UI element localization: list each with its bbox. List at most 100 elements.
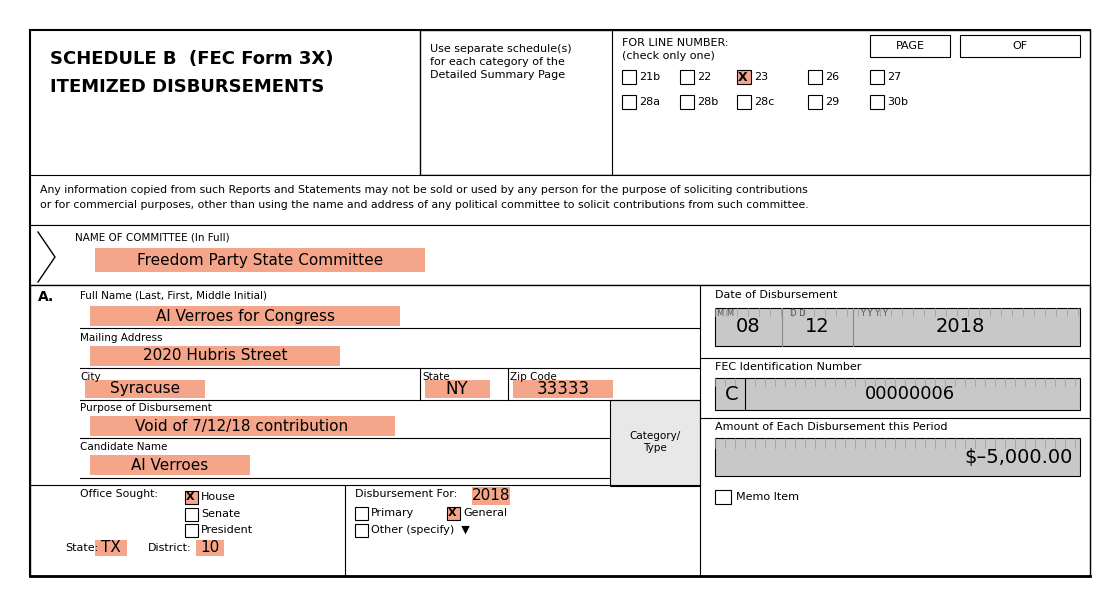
Bar (715, 308, 1080, 346)
Text: 29: 29 (825, 97, 839, 107)
Text: SCHEDULE B  (FEC Form 3X): SCHEDULE B (FEC Form 3X) (50, 50, 334, 68)
Text: Y Y Y Y: Y Y Y Y (860, 309, 888, 318)
Text: Zip Code: Zip Code (510, 372, 557, 382)
Text: Full Name (Last, First, Middle Initial): Full Name (Last, First, Middle Initial) (80, 290, 267, 300)
Text: TX: TX (101, 541, 121, 556)
Bar (30, 225, 1090, 285)
Text: Office Sought:: Office Sought: (80, 489, 158, 499)
Text: FOR LINE NUMBER:: FOR LINE NUMBER: (622, 38, 728, 48)
Bar (95, 540, 127, 556)
Text: State:: State: (65, 543, 99, 553)
Bar (870, 95, 884, 109)
Bar (808, 95, 822, 109)
Text: 08: 08 (736, 318, 760, 336)
Text: Al Verroes for Congress: Al Verroes for Congress (156, 308, 335, 324)
Bar (185, 508, 198, 521)
Text: Use separate schedule(s): Use separate schedule(s) (430, 44, 571, 54)
Bar (420, 30, 1090, 175)
Text: Freedom Party State Committee: Freedom Party State Committee (137, 253, 383, 267)
Bar (680, 95, 694, 109)
Text: OF: OF (1012, 41, 1027, 51)
Text: House: House (200, 492, 236, 502)
Text: Category/: Category/ (629, 431, 681, 441)
Bar (715, 438, 1080, 476)
Text: Purpose of Disbursement: Purpose of Disbursement (80, 403, 212, 413)
Text: D D: D D (790, 309, 805, 318)
Text: PAGE: PAGE (896, 41, 924, 51)
Text: 00000006: 00000006 (865, 385, 955, 403)
Text: $–5,000.00: $–5,000.00 (964, 447, 1073, 467)
Text: 12: 12 (804, 318, 830, 336)
Bar (90, 455, 250, 475)
Text: NY: NY (446, 380, 468, 398)
Bar (870, 70, 884, 84)
Text: General: General (463, 508, 507, 518)
Text: X: X (738, 71, 748, 84)
Bar (447, 507, 460, 520)
Text: President: President (200, 525, 253, 535)
Bar (610, 400, 700, 486)
Text: 2018: 2018 (472, 488, 511, 504)
Bar (715, 378, 1080, 410)
Text: Senate: Senate (200, 509, 241, 519)
Text: 2018: 2018 (935, 318, 984, 336)
Text: Other (specify)  ▼: Other (specify) ▼ (371, 525, 469, 535)
Bar (680, 70, 694, 84)
Text: 22: 22 (697, 72, 711, 82)
Text: Any information copied from such Reports and Statements may not be sold or used : Any information copied from such Reports… (40, 185, 808, 195)
Bar (960, 35, 1080, 57)
Text: City: City (80, 372, 101, 382)
Text: Al Verroes: Al Verroes (131, 458, 208, 473)
Text: 10: 10 (200, 541, 220, 556)
Bar (90, 416, 395, 436)
Text: X: X (186, 492, 195, 502)
Text: Detailed Summary Page: Detailed Summary Page (430, 70, 566, 80)
Bar (185, 491, 198, 504)
Bar (95, 248, 424, 272)
Text: Candidate Name: Candidate Name (80, 442, 167, 452)
Bar (808, 70, 822, 84)
Bar (85, 380, 205, 398)
Text: NAME OF COMMITTEE (In Full): NAME OF COMMITTEE (In Full) (75, 232, 230, 242)
Text: Disbursement For:: Disbursement For: (355, 489, 457, 499)
Text: for each category of the: for each category of the (430, 57, 564, 67)
Text: M M: M M (717, 309, 734, 318)
Text: 28a: 28a (640, 97, 660, 107)
Text: 23: 23 (754, 72, 768, 82)
Bar (737, 70, 752, 84)
Bar (355, 507, 368, 520)
Bar (90, 346, 340, 366)
Bar (355, 524, 368, 537)
Text: Mailing Address: Mailing Address (80, 333, 162, 343)
Text: State: State (422, 372, 449, 382)
Text: ITEMIZED DISBURSEMENTS: ITEMIZED DISBURSEMENTS (50, 78, 325, 96)
Text: 21b: 21b (640, 72, 660, 82)
Text: (check only one): (check only one) (622, 51, 715, 61)
Text: Amount of Each Disbursement this Period: Amount of Each Disbursement this Period (715, 422, 948, 432)
Text: C: C (725, 384, 738, 404)
Text: or for commercial purposes, other than using the name and address of any politic: or for commercial purposes, other than u… (40, 200, 809, 210)
Bar (424, 380, 491, 398)
Bar (715, 490, 731, 504)
Text: District:: District: (148, 543, 192, 553)
Bar (737, 95, 752, 109)
Bar (90, 306, 400, 326)
Text: 26: 26 (825, 72, 839, 82)
Text: 33333: 33333 (536, 380, 589, 398)
Text: Type: Type (643, 443, 666, 453)
Text: Void of 7/12/18 contribution: Void of 7/12/18 contribution (136, 419, 348, 433)
Text: 28c: 28c (754, 97, 774, 107)
Bar (185, 524, 198, 537)
Bar (30, 285, 1090, 576)
Text: 27: 27 (887, 72, 902, 82)
Bar (622, 95, 636, 109)
Text: A.: A. (38, 290, 54, 304)
Text: 30b: 30b (887, 97, 908, 107)
Bar (30, 175, 1090, 225)
Text: Date of Disbursement: Date of Disbursement (715, 290, 838, 300)
Text: FEC Identification Number: FEC Identification Number (715, 362, 861, 372)
Bar (513, 380, 613, 398)
Text: X: X (448, 508, 457, 518)
Bar (472, 487, 510, 505)
Text: Memo Item: Memo Item (736, 492, 799, 502)
